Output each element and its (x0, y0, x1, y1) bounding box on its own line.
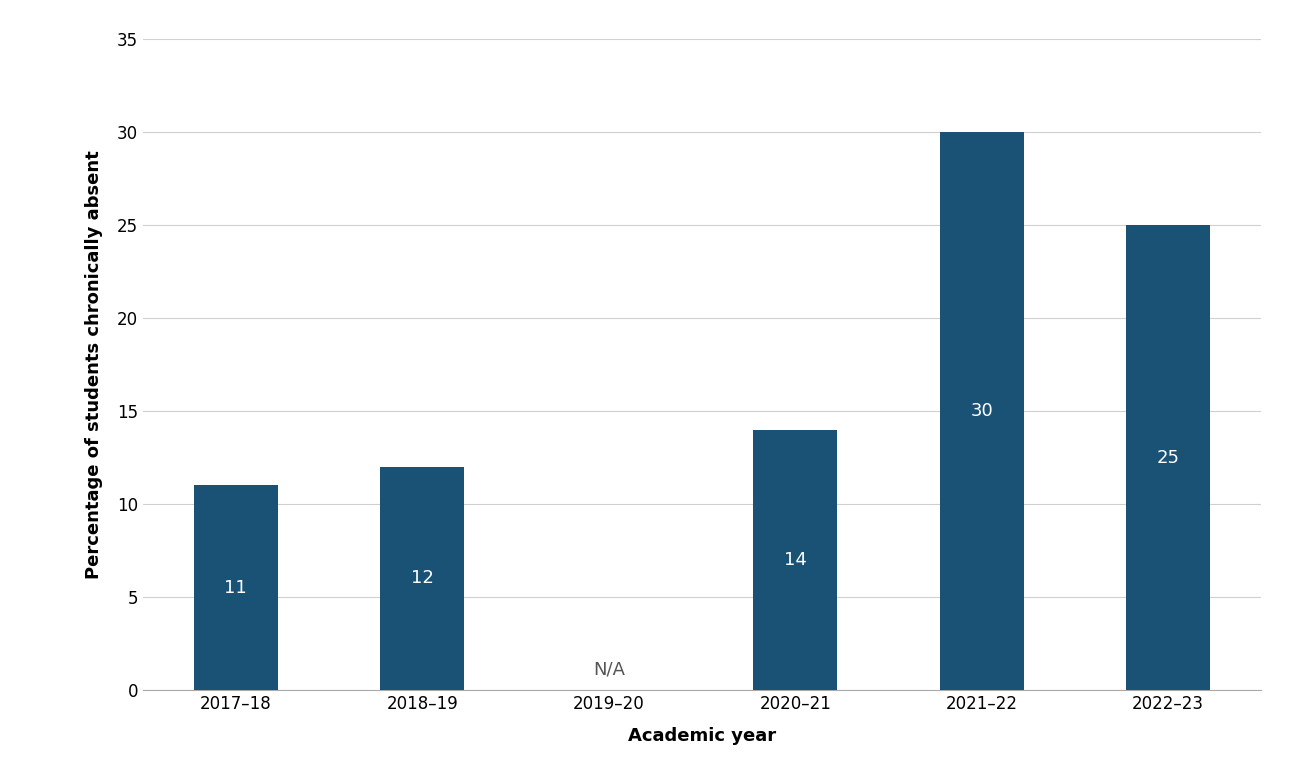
Y-axis label: Percentage of students chronically absent: Percentage of students chronically absen… (84, 151, 103, 579)
Text: 11: 11 (225, 579, 247, 597)
X-axis label: Academic year: Academic year (628, 727, 776, 745)
Text: 14: 14 (784, 551, 807, 568)
Bar (940, 132, 1023, 690)
Text: N/A: N/A (593, 661, 625, 679)
Bar (753, 430, 837, 690)
Text: 25: 25 (1157, 448, 1179, 466)
Bar (1126, 225, 1210, 690)
Bar (381, 466, 464, 690)
Bar (194, 485, 278, 690)
Text: 30: 30 (970, 402, 993, 420)
Text: 12: 12 (411, 569, 434, 587)
